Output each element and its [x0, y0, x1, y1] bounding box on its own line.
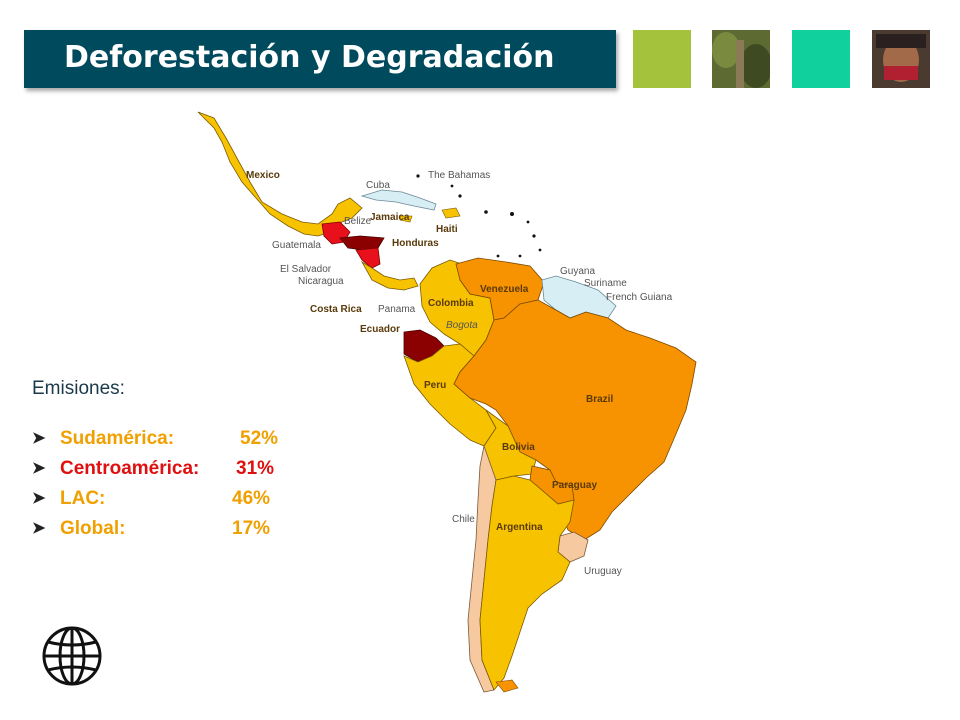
label-bahamas: The Bahamas: [428, 170, 490, 181]
emission-value: 46%: [232, 488, 271, 509]
title-bar: Deforestación y Degradación: [24, 30, 616, 88]
forest-photo: [712, 30, 772, 88]
label-panama: Panama: [378, 304, 416, 315]
label-costa-rica: Costa Rica: [310, 304, 362, 315]
emission-label: Centroamérica:: [60, 458, 200, 479]
emission-row-global: ➤ Global: 17%: [32, 518, 270, 548]
child-photo: [872, 30, 930, 88]
arrow-bullet-icon: ➤: [32, 490, 46, 507]
emission-row-sudamerica: ➤ Sudamérica: 52%: [32, 428, 278, 458]
world-bank-logo-icon: [42, 626, 102, 686]
label-nicaragua: Nicaragua: [298, 276, 344, 287]
label-argentina: Argentina: [496, 522, 543, 533]
emissions-title: Emisiones:: [32, 378, 125, 399]
cuba-region: [360, 189, 437, 211]
label-ecuador: Ecuador: [360, 324, 400, 335]
teal-tile: [792, 30, 850, 88]
label-bolivia: Bolivia: [502, 442, 535, 453]
emission-label: Global:: [60, 518, 126, 539]
label-paraguay: Paraguay: [552, 480, 597, 491]
label-venezuela: Venezuela: [480, 284, 529, 295]
label-uruguay: Uruguay: [584, 566, 622, 577]
label-suriname: Suriname: [584, 278, 627, 289]
forest-photo-image: [712, 30, 772, 88]
arrow-bullet-icon: ➤: [32, 460, 46, 477]
emission-label: Sudamérica:: [60, 428, 175, 449]
emission-value: 52%: [240, 428, 279, 449]
emission-row-lac: ➤ LAC: 46%: [32, 488, 270, 518]
label-brazil: Brazil: [586, 394, 613, 405]
page-title: Deforestación y Degradación: [64, 40, 555, 75]
label-honduras: Honduras: [392, 238, 439, 249]
green-tile: [633, 30, 691, 88]
label-colombia: Colombia: [428, 298, 474, 309]
mexico-region: [197, 111, 363, 237]
argentina-region: [479, 475, 575, 691]
label-jamaica: Jamaica: [370, 212, 410, 223]
label-chile: Chile: [452, 514, 475, 525]
child-photo-image: [872, 30, 930, 88]
emission-value: 31%: [236, 458, 275, 479]
brazil-region: [453, 299, 697, 541]
jamaica-region: [399, 215, 413, 223]
emission-label: LAC:: [60, 488, 106, 509]
emission-row-centroamerica: ➤ Centroamérica: 31%: [32, 458, 274, 488]
emissions-panel: Emisiones: ➤ Sudamérica: 52% ➤ Centroamé…: [32, 378, 278, 548]
label-guatemala: Guatemala: [272, 240, 321, 251]
caribbean-islands: [416, 174, 542, 258]
haiti-region: [441, 207, 461, 219]
label-el-salvador: El Salvador: [280, 264, 332, 275]
emission-value: 17%: [232, 518, 271, 539]
nicaragua-region: [355, 247, 381, 269]
label-haiti: Haiti: [436, 224, 458, 235]
arrow-bullet-icon: ➤: [32, 430, 46, 447]
label-bogota: Bogota: [446, 320, 478, 331]
label-belize: Belize: [344, 216, 372, 227]
tierra-del-fuego: [495, 679, 519, 693]
label-french-guiana: French Guiana: [606, 292, 673, 303]
label-guyana: Guyana: [560, 266, 595, 277]
label-peru: Peru: [424, 380, 446, 391]
panama-region: [360, 260, 419, 291]
label-mexico: Mexico: [246, 170, 280, 181]
label-cuba: Cuba: [366, 180, 390, 191]
arrow-bullet-icon: ➤: [32, 520, 46, 537]
